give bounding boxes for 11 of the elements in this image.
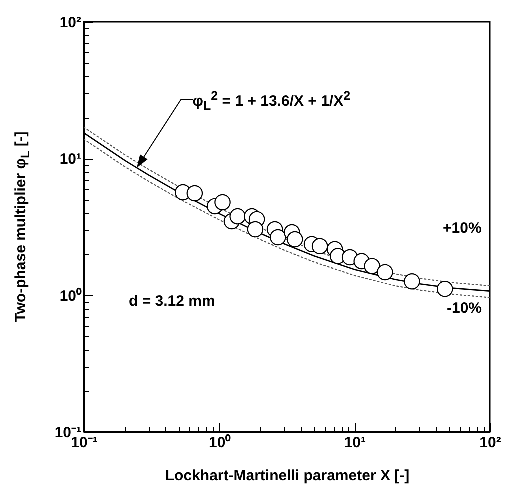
y-tick-label: 10²: [60, 14, 82, 32]
x-tick-label: 10²: [480, 434, 502, 452]
y-tick-label: 10⁰: [60, 286, 82, 305]
x-axis-title: Lockhart-Martinelli parameter X [-]: [165, 468, 410, 484]
y-tick-label: 10¹: [60, 151, 82, 168]
annotation: d = 3.12 mm: [129, 292, 216, 310]
text: +10%: [443, 220, 482, 237]
annotation: φ$_{L}$$^{2}$ = 1 + 13.6/X + 1/X$^{2}$: [192, 88, 351, 113]
x-tick-label: 10¹: [344, 434, 366, 452]
series-label: -10%: [447, 300, 482, 317]
x-tick-label: 10⁰: [208, 434, 232, 452]
